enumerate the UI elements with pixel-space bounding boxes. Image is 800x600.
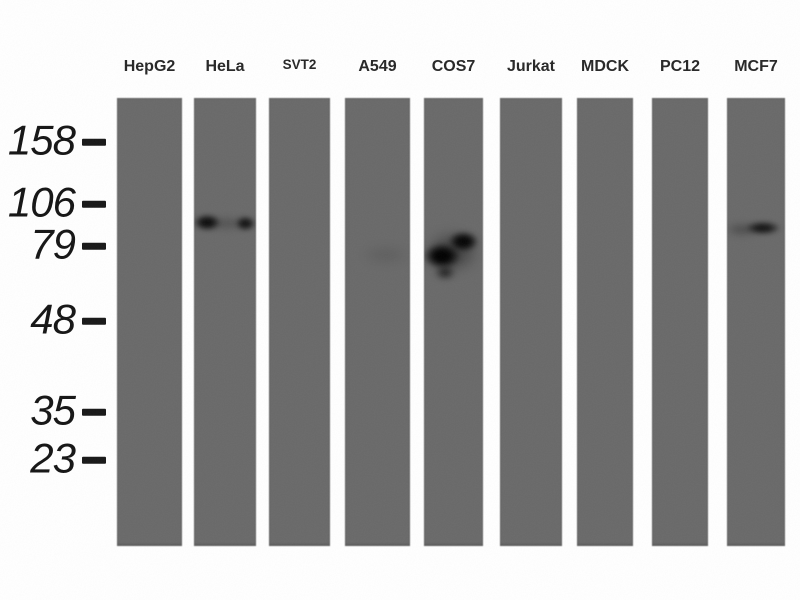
lane-label: MCF7 xyxy=(734,58,778,75)
gel-lane-pc12 xyxy=(652,98,708,546)
protein-band xyxy=(203,217,249,229)
marker-weight-label: 106 xyxy=(7,178,76,226)
gel-lane-jurkat xyxy=(500,98,562,546)
gel-lane-svt2 xyxy=(269,98,330,546)
gel-lane-a549 xyxy=(345,98,410,546)
marker-tick xyxy=(82,408,106,416)
marker-row: 106 xyxy=(0,178,106,226)
gel-lane-cos7 xyxy=(424,98,483,546)
lane-label: A549 xyxy=(358,58,397,75)
protein-band xyxy=(435,265,455,279)
marker-weight-label: 79 xyxy=(30,220,76,268)
lane-label: HeLa xyxy=(205,58,245,75)
lane-label: SVT2 xyxy=(282,57,317,72)
gel-lane-hepg2 xyxy=(117,98,182,546)
gel-lane-mdck xyxy=(577,98,633,546)
gel-lane-hela xyxy=(194,98,256,546)
protein-band xyxy=(727,223,759,235)
lane-label: COS7 xyxy=(431,58,476,75)
marker-tick xyxy=(82,138,106,146)
marker-weight-label: 35 xyxy=(30,386,76,434)
protein-band xyxy=(362,246,410,264)
lane-label: Jurkat xyxy=(506,58,556,75)
marker-weight-label: 48 xyxy=(30,295,76,343)
gel-lane-mcf7 xyxy=(727,98,785,546)
lane-label: PC12 xyxy=(659,58,701,75)
marker-row: 158 xyxy=(0,116,106,164)
marker-row: 79 xyxy=(0,220,106,268)
marker-row: 35 xyxy=(0,386,106,434)
marker-tick xyxy=(82,317,106,325)
marker-weight-label: 23 xyxy=(30,434,76,482)
marker-row: 23 xyxy=(0,434,106,482)
marker-weight-label: 158 xyxy=(7,116,76,164)
marker-tick xyxy=(82,456,106,464)
lane-label: HepG2 xyxy=(123,58,176,75)
marker-row: 48 xyxy=(0,295,106,343)
lane-label: MDCK xyxy=(581,58,629,75)
marker-tick xyxy=(82,200,106,208)
marker-tick xyxy=(82,242,106,250)
